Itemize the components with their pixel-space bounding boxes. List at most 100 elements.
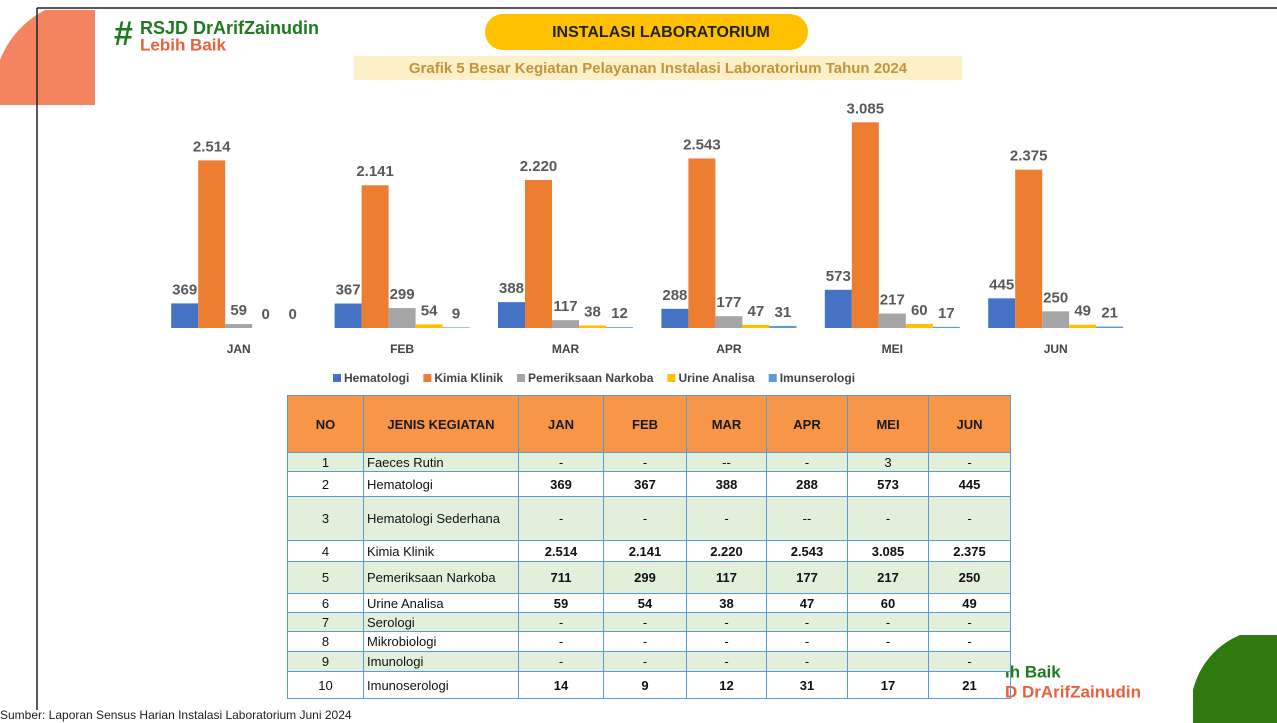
table-cell: -: [518, 452, 604, 472]
table-cell: --: [766, 496, 848, 541]
table-cell: 2.514: [518, 540, 604, 562]
source: Sumber: Laporan Sensus Harian Instalasi …: [0, 708, 352, 722]
table-cell: Faeces Rutin: [363, 452, 519, 472]
legend-swatch: [333, 374, 341, 382]
data-label: 2.375: [1010, 148, 1048, 165]
table-cell: 7: [287, 612, 364, 632]
table-cell: -: [766, 452, 848, 472]
title-bg: [354, 56, 962, 80]
column-header: MAR: [686, 395, 767, 453]
column-header: MEI: [847, 395, 929, 453]
data-table: NO JENIS KEGIATAN JAN FEB MAR APR MEI JUN 1 Faec…: [287, 395, 1011, 699]
data-label: 21: [1101, 305, 1118, 322]
data-label: 2.141: [356, 163, 394, 180]
table-cell: -: [766, 631, 848, 652]
badge-text: INSTALASI LABORATORIUM: [552, 24, 770, 41]
bar: [988, 298, 1016, 328]
table-cell: 47: [766, 593, 848, 613]
data-label: 217: [880, 292, 905, 309]
table-cell: 6: [287, 593, 364, 613]
bar: [769, 325, 797, 328]
table-cell: 299: [603, 561, 687, 594]
table-cell: 9: [287, 651, 364, 672]
table-cell: -: [766, 612, 848, 632]
table-cell: Kimia Klinik: [363, 540, 519, 562]
table-cell: Mikrobiologi: [363, 631, 519, 652]
table-cell: 60: [847, 593, 929, 613]
data-label: 3.085: [847, 100, 885, 117]
table-cell: 250: [928, 561, 1011, 594]
table-row: 3 Hematologi Sederhana - - - -- - -: [287, 496, 1011, 541]
table-row: 5 Pemeriksaan Narkoba 711 299 117 177 217 250: [287, 561, 1011, 594]
footer-logo-sub: ih Baik: [1005, 662, 1061, 681]
bar: [688, 158, 716, 328]
bar: [1015, 169, 1043, 328]
table-cell: -: [518, 612, 604, 632]
footer-logo-text: D DrArifZainudin: [1005, 682, 1141, 701]
table-cell: -: [847, 612, 929, 632]
table-cell: 3.085: [847, 540, 929, 562]
table-cell: 59: [518, 593, 604, 613]
data-label: 12: [611, 305, 628, 322]
data-label: 0: [262, 306, 270, 323]
table-cell: -: [603, 612, 687, 632]
column-header: JUN: [928, 395, 1011, 453]
table-cell: -: [847, 631, 929, 652]
logo-hash: #: [114, 15, 133, 53]
table-row: 4 Kimia Klinik 2.514 2.141 2.220 2.543 3.085 2.…: [287, 540, 1011, 562]
data-label: 299: [390, 286, 415, 303]
logo-text: RSJD DrArifZainudin: [140, 18, 319, 38]
table-cell: 12: [686, 671, 767, 699]
table-cell: -: [928, 631, 1011, 652]
table-cell: Urine Analisa: [363, 593, 519, 613]
data-label: 367: [336, 282, 361, 299]
x-tick-label: APR: [716, 342, 742, 356]
x-tick-label: JAN: [227, 342, 251, 356]
table-row: 1 Faeces Rutin - - -- -3-: [287, 452, 1011, 472]
table-cell: -: [603, 651, 687, 672]
table-cell: 49: [928, 593, 1011, 613]
bar: [824, 289, 852, 328]
bar: [552, 320, 579, 328]
table-cell: -: [603, 631, 687, 652]
table-row: 9 Imunologi - - - - -: [287, 651, 1011, 672]
data-label: 445: [989, 276, 1014, 293]
table-cell: Hematologi: [363, 471, 519, 497]
table-cell: 177: [766, 561, 848, 594]
bar: [1096, 326, 1124, 328]
bar: [579, 325, 606, 328]
table-cell: 388: [686, 471, 767, 497]
data-label: 59: [230, 302, 247, 319]
bar: [334, 303, 362, 328]
table-cell: 5: [287, 561, 364, 594]
table-cell: 4: [287, 540, 364, 562]
data-label: 54: [421, 302, 438, 319]
table-cell: 21: [928, 671, 1011, 699]
bar: [606, 327, 633, 328]
column-header: FEB: [603, 395, 687, 453]
data-label: 17: [938, 305, 955, 322]
column-header: NO: [287, 395, 364, 453]
table-cell: 38: [686, 593, 767, 613]
data-label: 38: [584, 303, 601, 320]
table-cell: 288: [766, 471, 848, 497]
table-cell: -: [686, 631, 767, 652]
bar: [878, 313, 906, 328]
table-cell: -: [928, 612, 1011, 632]
table-cell: -: [928, 496, 1011, 541]
table-cell: 3: [287, 496, 364, 541]
legend-swatch: [423, 374, 432, 382]
table-cell: 711: [518, 561, 604, 594]
table-cell: [847, 651, 929, 672]
data-label: 288: [662, 287, 687, 304]
table-cell: Serologi: [363, 612, 519, 632]
table-cell: -: [518, 651, 604, 672]
bar: [415, 324, 443, 328]
bar: [388, 308, 416, 328]
table-cell: 9: [603, 671, 687, 699]
bar: [442, 327, 470, 328]
x-tick-label: MAR: [552, 342, 580, 356]
badge: [485, 14, 808, 50]
bar: [715, 316, 743, 328]
bar: [661, 308, 689, 328]
